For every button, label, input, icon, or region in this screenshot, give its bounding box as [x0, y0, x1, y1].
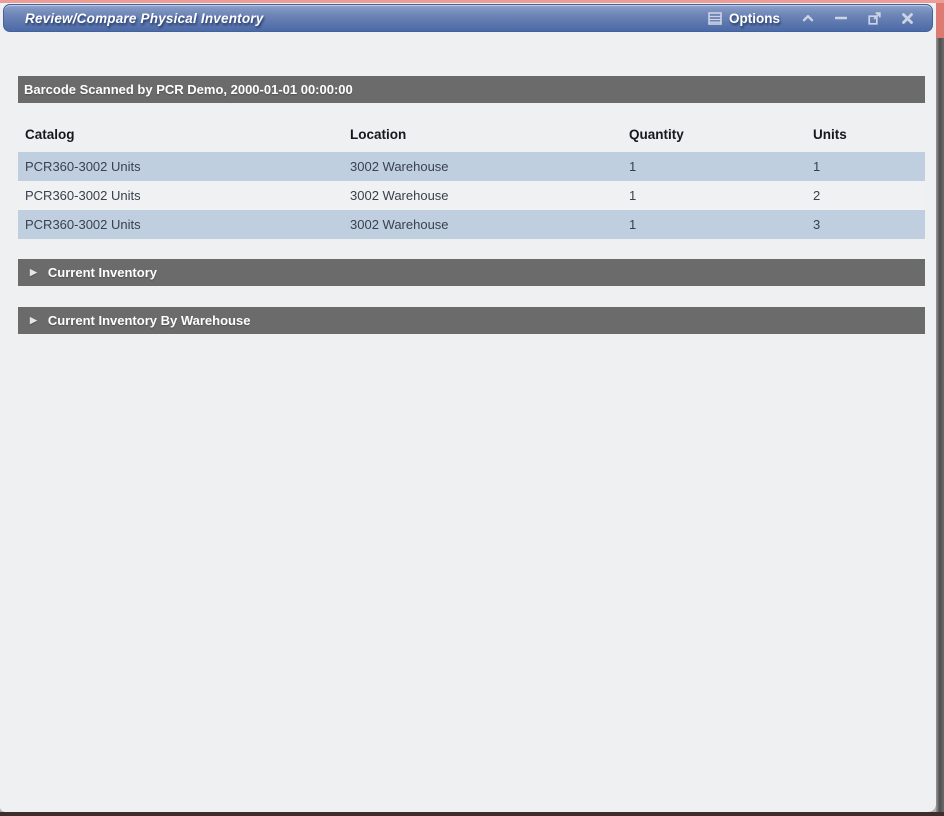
table-row[interactable]: PCR360-3002 Units 3002 Warehouse 1 3 — [18, 210, 925, 239]
cell-quantity: 1 — [629, 217, 637, 232]
triangle-right-icon: ▶ — [30, 267, 37, 277]
cell-quantity: 1 — [629, 159, 637, 174]
table-list-icon — [708, 11, 722, 25]
section-current-inventory[interactable]: ▶ Current Inventory — [18, 259, 925, 286]
window-titlebar: Review/Compare Physical Inventory Option… — [3, 4, 933, 32]
spacer — [0, 286, 936, 307]
section-title: Current Inventory By Warehouse — [47, 313, 251, 328]
cell-units: 3 — [813, 217, 821, 232]
close-icon — [901, 12, 913, 24]
cell-quantity: 1 — [629, 188, 637, 203]
column-header-catalog[interactable]: Catalog — [25, 127, 75, 142]
column-header-units[interactable]: Units — [813, 127, 847, 142]
cell-units: 2 — [813, 188, 821, 203]
spacer — [0, 239, 936, 259]
barcode-section-header: Barcode Scanned by PCR Demo, 2000-01-01 … — [18, 76, 925, 103]
frame-border-bottom — [0, 812, 944, 816]
column-header-location[interactable]: Location — [350, 127, 407, 142]
cell-location: 3002 Warehouse — [350, 217, 449, 232]
frame-border-right-top — [936, 0, 944, 38]
table-row[interactable]: PCR360-3002 Units 3002 Warehouse 1 1 — [18, 152, 925, 181]
window-buttons — [800, 10, 915, 26]
popout-button[interactable] — [866, 10, 882, 26]
review-compare-window: Review/Compare Physical Inventory Option… — [0, 3, 936, 812]
table-header-row: Catalog Location Quantity Units — [18, 103, 925, 152]
chevron-up-icon — [802, 14, 814, 22]
section-title: Current Inventory — [47, 265, 157, 280]
column-header-quantity[interactable]: Quantity — [629, 127, 684, 142]
barcode-scan-table: Catalog Location Quantity Units PCR360-3… — [18, 103, 925, 239]
cell-catalog: PCR360-3002 Units — [25, 159, 141, 174]
window-content: Barcode Scanned by PCR Demo, 2000-01-01 … — [0, 3, 936, 334]
window-title: Review/Compare Physical Inventory — [25, 10, 264, 26]
options-button[interactable]: Options — [708, 11, 780, 26]
collapse-button[interactable] — [800, 10, 816, 26]
cell-location: 3002 Warehouse — [350, 159, 449, 174]
cell-catalog: PCR360-3002 Units — [25, 188, 141, 203]
table-row[interactable]: PCR360-3002 Units 3002 Warehouse 1 2 — [18, 181, 925, 210]
close-button[interactable] — [899, 10, 915, 26]
minimize-button[interactable] — [833, 10, 849, 26]
open-external-icon — [867, 11, 881, 25]
cell-catalog: PCR360-3002 Units — [25, 217, 141, 232]
section-current-inventory-by-warehouse[interactable]: ▶ Current Inventory By Warehouse — [18, 307, 925, 334]
barcode-section-title: Barcode Scanned by PCR Demo, 2000-01-01 … — [24, 82, 353, 97]
titlebar-controls: Options — [708, 10, 932, 26]
options-button-label: Options — [729, 10, 780, 26]
frame-border-right — [936, 0, 944, 816]
cell-location: 3002 Warehouse — [350, 188, 449, 203]
minus-icon — [835, 16, 847, 20]
cell-units: 1 — [813, 159, 821, 174]
frame-border-top — [0, 0, 944, 3]
triangle-right-icon: ▶ — [30, 315, 37, 325]
